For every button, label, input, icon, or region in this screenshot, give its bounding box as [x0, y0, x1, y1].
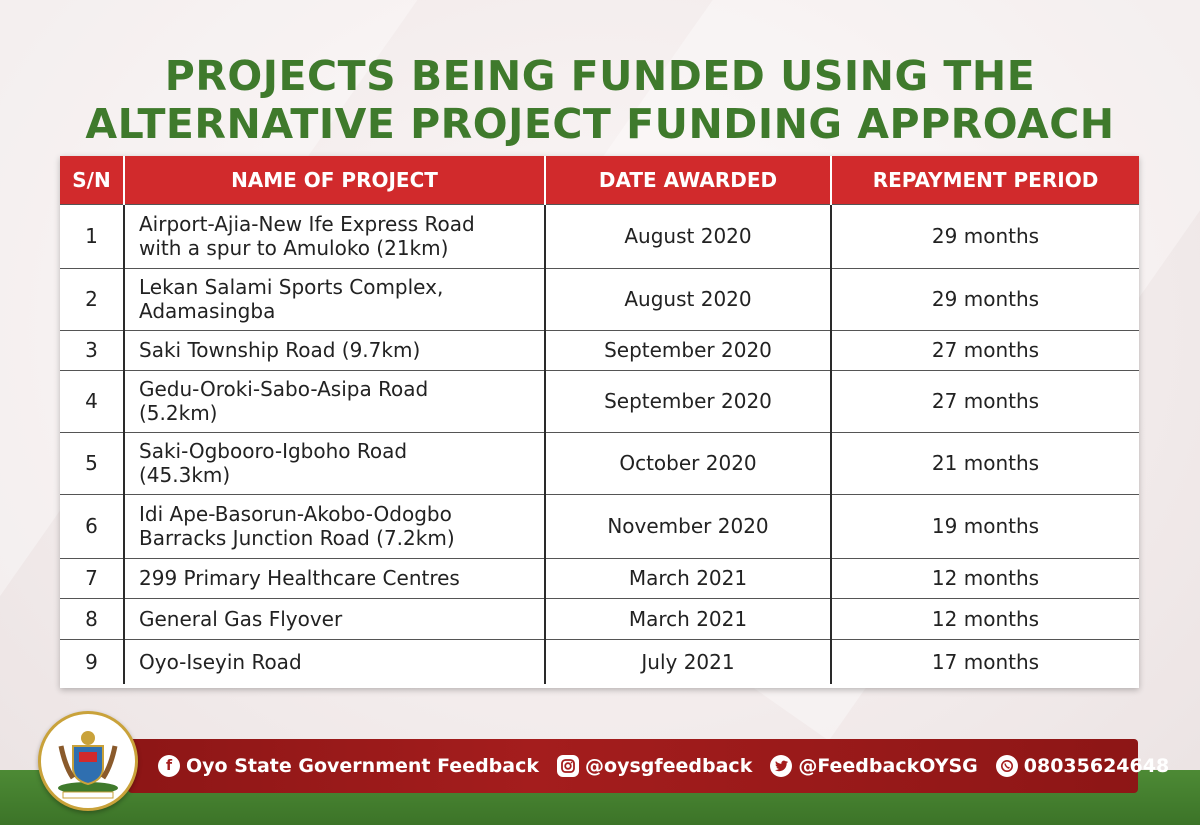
table-header-row: S/N NAME OF PROJECT DATE AWARDED REPAYME…	[60, 156, 1139, 204]
name-line: Oyo-Iseyin Road	[139, 649, 302, 674]
facebook-label: Oyo State Government Feedback	[186, 755, 540, 777]
header-repayment: REPAYMENT PERIOD	[831, 156, 1139, 204]
cell-repayment-period: 17 months	[831, 638, 1139, 684]
cell-sn: 9	[60, 638, 125, 684]
table-row: 2 Lekan Salami Sports Complex, Adamasingb…	[60, 267, 1139, 330]
name-line: Adamasingba	[139, 299, 276, 323]
table-row: 8 General Gas Flyover March 2021 12 mont…	[60, 597, 1139, 639]
coat-of-arms-icon	[58, 731, 118, 799]
twitter-link[interactable]: @FeedbackOYSG	[770, 755, 978, 777]
name-line: (5.2km)	[139, 401, 218, 425]
title-line-2: ALTERNATIVE PROJECT FUNDING APPROACH	[85, 100, 1115, 148]
name-line: Idi Ape-Basorun-Akobo-Odogbo	[139, 502, 452, 526]
cell-repayment-period: 29 months	[831, 203, 1139, 268]
cell-repayment-period: 19 months	[831, 493, 1139, 558]
table-row: 6 Idi Ape-Basorun-Akobo-Odogbo Barracks J…	[60, 493, 1139, 558]
cell-repayment-period: 29 months	[831, 267, 1139, 330]
cell-project-name: Gedu-Oroki-Sabo-Asipa Road (5.2km)	[124, 369, 546, 432]
name-line: Gedu-Oroki-Sabo-Asipa Road	[139, 377, 429, 401]
name-line: Airport-Ajia-New Ife Express Road	[139, 212, 475, 236]
twitter-icon	[770, 755, 793, 777]
twitter-label: @FeedbackOYSG	[798, 755, 978, 777]
cell-repayment-period: 21 months	[831, 431, 1139, 494]
cell-repayment-period: 27 months	[831, 329, 1139, 370]
cell-sn: 7	[60, 557, 125, 598]
cell-project-name: Lekan Salami Sports Complex, Adamasingba	[124, 267, 546, 330]
name-line: Barracks Junction Road (7.2km)	[139, 526, 455, 550]
cell-project-name: Idi Ape-Basorun-Akobo-Odogbo Barracks Jun…	[124, 493, 546, 558]
cell-date-awarded: March 2021	[545, 597, 832, 639]
cell-repayment-period: 12 months	[831, 557, 1139, 598]
table-row: 7 299 Primary Healthcare Centres March 2…	[60, 557, 1139, 598]
header-name: NAME OF PROJECT	[124, 156, 546, 204]
instagram-icon	[557, 755, 580, 777]
cell-project-name: Airport-Ajia-New Ife Express Road with a …	[124, 203, 546, 268]
cell-date-awarded: September 2020	[545, 369, 832, 432]
cell-sn: 3	[60, 329, 125, 370]
cell-sn: 5	[60, 431, 125, 494]
whatsapp-link[interactable]: 08035624648	[995, 755, 1170, 777]
table-row: 5 Saki-Ogbooro-Igboho Road (45.3km) Octob…	[60, 431, 1139, 494]
name-line: Saki Township Road (9.7km)	[139, 338, 421, 362]
page-title: PROJECTS BEING FUNDED USING THE ALTERNAT…	[0, 52, 1200, 148]
cell-date-awarded: July 2021	[545, 638, 832, 684]
cell-sn: 6	[60, 493, 125, 558]
whatsapp-label: 08035624648	[1023, 755, 1170, 777]
cell-date-awarded: August 2020	[545, 203, 832, 268]
cell-project-name: General Gas Flyover	[124, 597, 546, 639]
name-line: with a spur to Amuloko (21km)	[139, 236, 449, 260]
table-row: 4 Gedu-Oroki-Sabo-Asipa Road (5.2km) Sept…	[60, 369, 1139, 432]
cell-date-awarded: March 2021	[545, 557, 832, 598]
table-row: 9 Oyo-Iseyin Road July 2021 17 months	[60, 638, 1139, 684]
cell-date-awarded: September 2020	[545, 329, 832, 370]
facebook-link[interactable]: f Oyo State Government Feedback	[158, 755, 539, 777]
cell-date-awarded: November 2020	[545, 493, 832, 558]
header-sn: S/N	[60, 156, 125, 204]
name-line: General Gas Flyover	[139, 606, 343, 631]
cell-project-name: 299 Primary Healthcare Centres	[124, 557, 546, 598]
title-line-1: PROJECTS BEING FUNDED USING THE	[164, 52, 1036, 100]
oyo-state-seal	[38, 711, 138, 811]
header-date: DATE AWARDED	[545, 156, 832, 204]
cell-sn: 8	[60, 597, 125, 639]
name-line: Lekan Salami Sports Complex,	[139, 275, 444, 299]
cell-repayment-period: 27 months	[831, 369, 1139, 432]
contact-bar: f Oyo State Government Feedback @oysgfee…	[128, 739, 1169, 793]
cell-project-name: Saki Township Road (9.7km)	[124, 329, 546, 370]
name-line: 299 Primary Healthcare Centres	[139, 566, 460, 590]
projects-table: S/N NAME OF PROJECT DATE AWARDED REPAYME…	[60, 156, 1139, 688]
cell-sn: 1	[60, 203, 125, 268]
instagram-label: @oysgfeedback	[585, 755, 753, 777]
table-row: 3 Saki Township Road (9.7km) September 2…	[60, 329, 1139, 370]
name-line: (45.3km)	[139, 463, 231, 487]
name-line: Saki-Ogbooro-Igboho Road	[139, 439, 408, 463]
table-row: 1 Airport-Ajia-New Ife Express Road with …	[60, 203, 1139, 268]
cell-date-awarded: October 2020	[545, 431, 832, 494]
facebook-icon: f	[158, 755, 180, 777]
cell-date-awarded: August 2020	[545, 267, 832, 330]
instagram-link[interactable]: @oysgfeedback	[557, 755, 752, 777]
whatsapp-icon	[995, 755, 1018, 777]
cell-sn: 4	[60, 369, 125, 432]
cell-project-name: Oyo-Iseyin Road	[124, 638, 546, 684]
cell-sn: 2	[60, 267, 125, 330]
cell-repayment-period: 12 months	[831, 597, 1139, 639]
cell-project-name: Saki-Ogbooro-Igboho Road (45.3km)	[124, 431, 546, 494]
